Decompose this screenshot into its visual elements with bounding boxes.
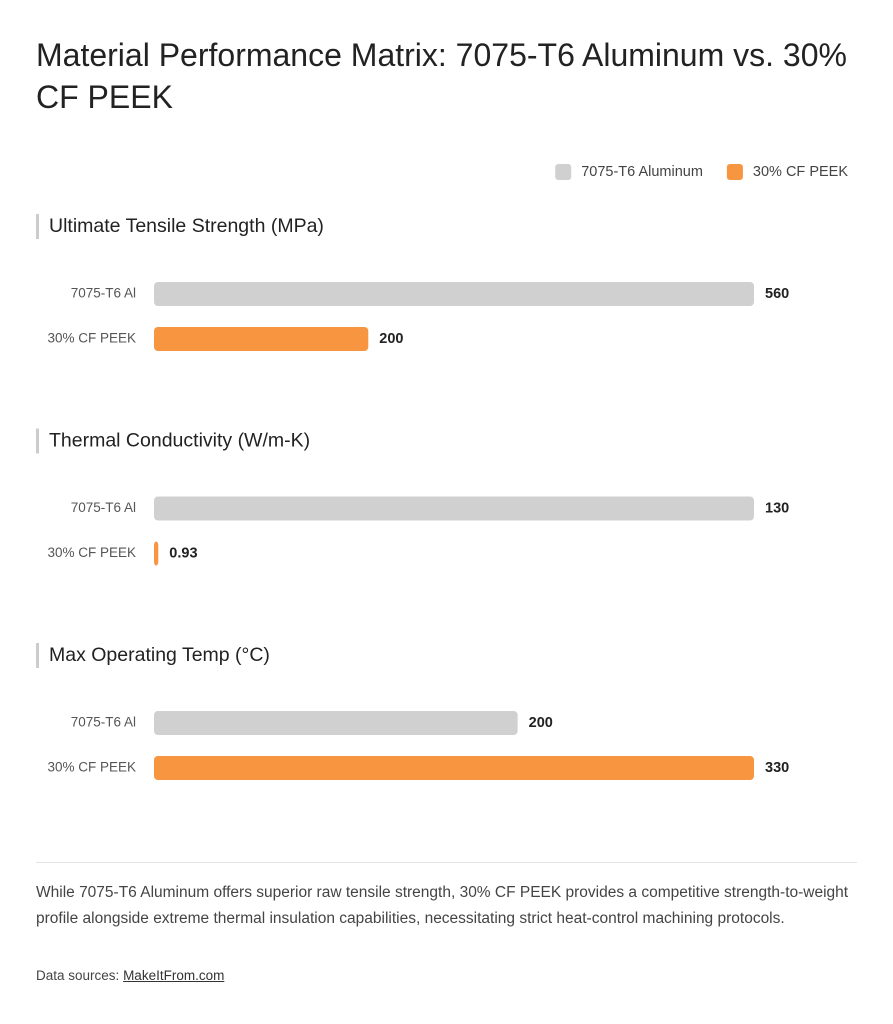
value-label: 330 (765, 760, 789, 776)
bar (154, 541, 159, 566)
value-label: 130 (765, 500, 789, 516)
bar (154, 711, 518, 735)
chart: 30% CF PEEK 7075-T6 Aluminum Ultimate Tens… (36, 164, 857, 863)
panel-accent (36, 428, 39, 454)
panel-accent (36, 643, 39, 668)
legend-swatch (726, 164, 743, 180)
category-label: 30% CF PEEK (47, 331, 136, 346)
bar (154, 282, 754, 306)
legend-swatch (555, 164, 572, 180)
panel-title: Thermal Conductivity (W/m-K) (49, 430, 310, 452)
legend-label: 7075-T6 Aluminum (581, 164, 703, 180)
bar (154, 496, 754, 521)
category-label: 30% CF PEEK (47, 545, 136, 560)
source-label: Data sources: (36, 968, 120, 983)
bar (154, 327, 369, 351)
category-label: 7075-T6 Al (71, 715, 136, 730)
value-label: 200 (379, 331, 403, 347)
panel-title: Ultimate Tensile Strength (MPa) (49, 215, 324, 237)
panel-title: Max Operating Temp (°C) (49, 644, 270, 666)
source-link[interactable]: MakeItFrom.com (123, 968, 225, 983)
bar (154, 756, 754, 780)
category-label: 7075-T6 Al (71, 500, 136, 515)
panel-accent (36, 214, 39, 239)
category-label: 30% CF PEEK (47, 760, 136, 775)
value-label: 0.93 (169, 545, 197, 561)
value-label: 560 (765, 286, 789, 302)
legend-label: 30% CF PEEK (753, 164, 848, 180)
value-label: 200 (529, 715, 553, 731)
footnote: While 7075-T6 Aluminum offers superior r… (36, 884, 849, 927)
source: Data sources: MakeItFrom.com (36, 968, 224, 983)
category-label: 7075-T6 Al (71, 286, 136, 301)
page-title: Material Performance Matrix: 7075-T6 Alu… (36, 37, 847, 115)
